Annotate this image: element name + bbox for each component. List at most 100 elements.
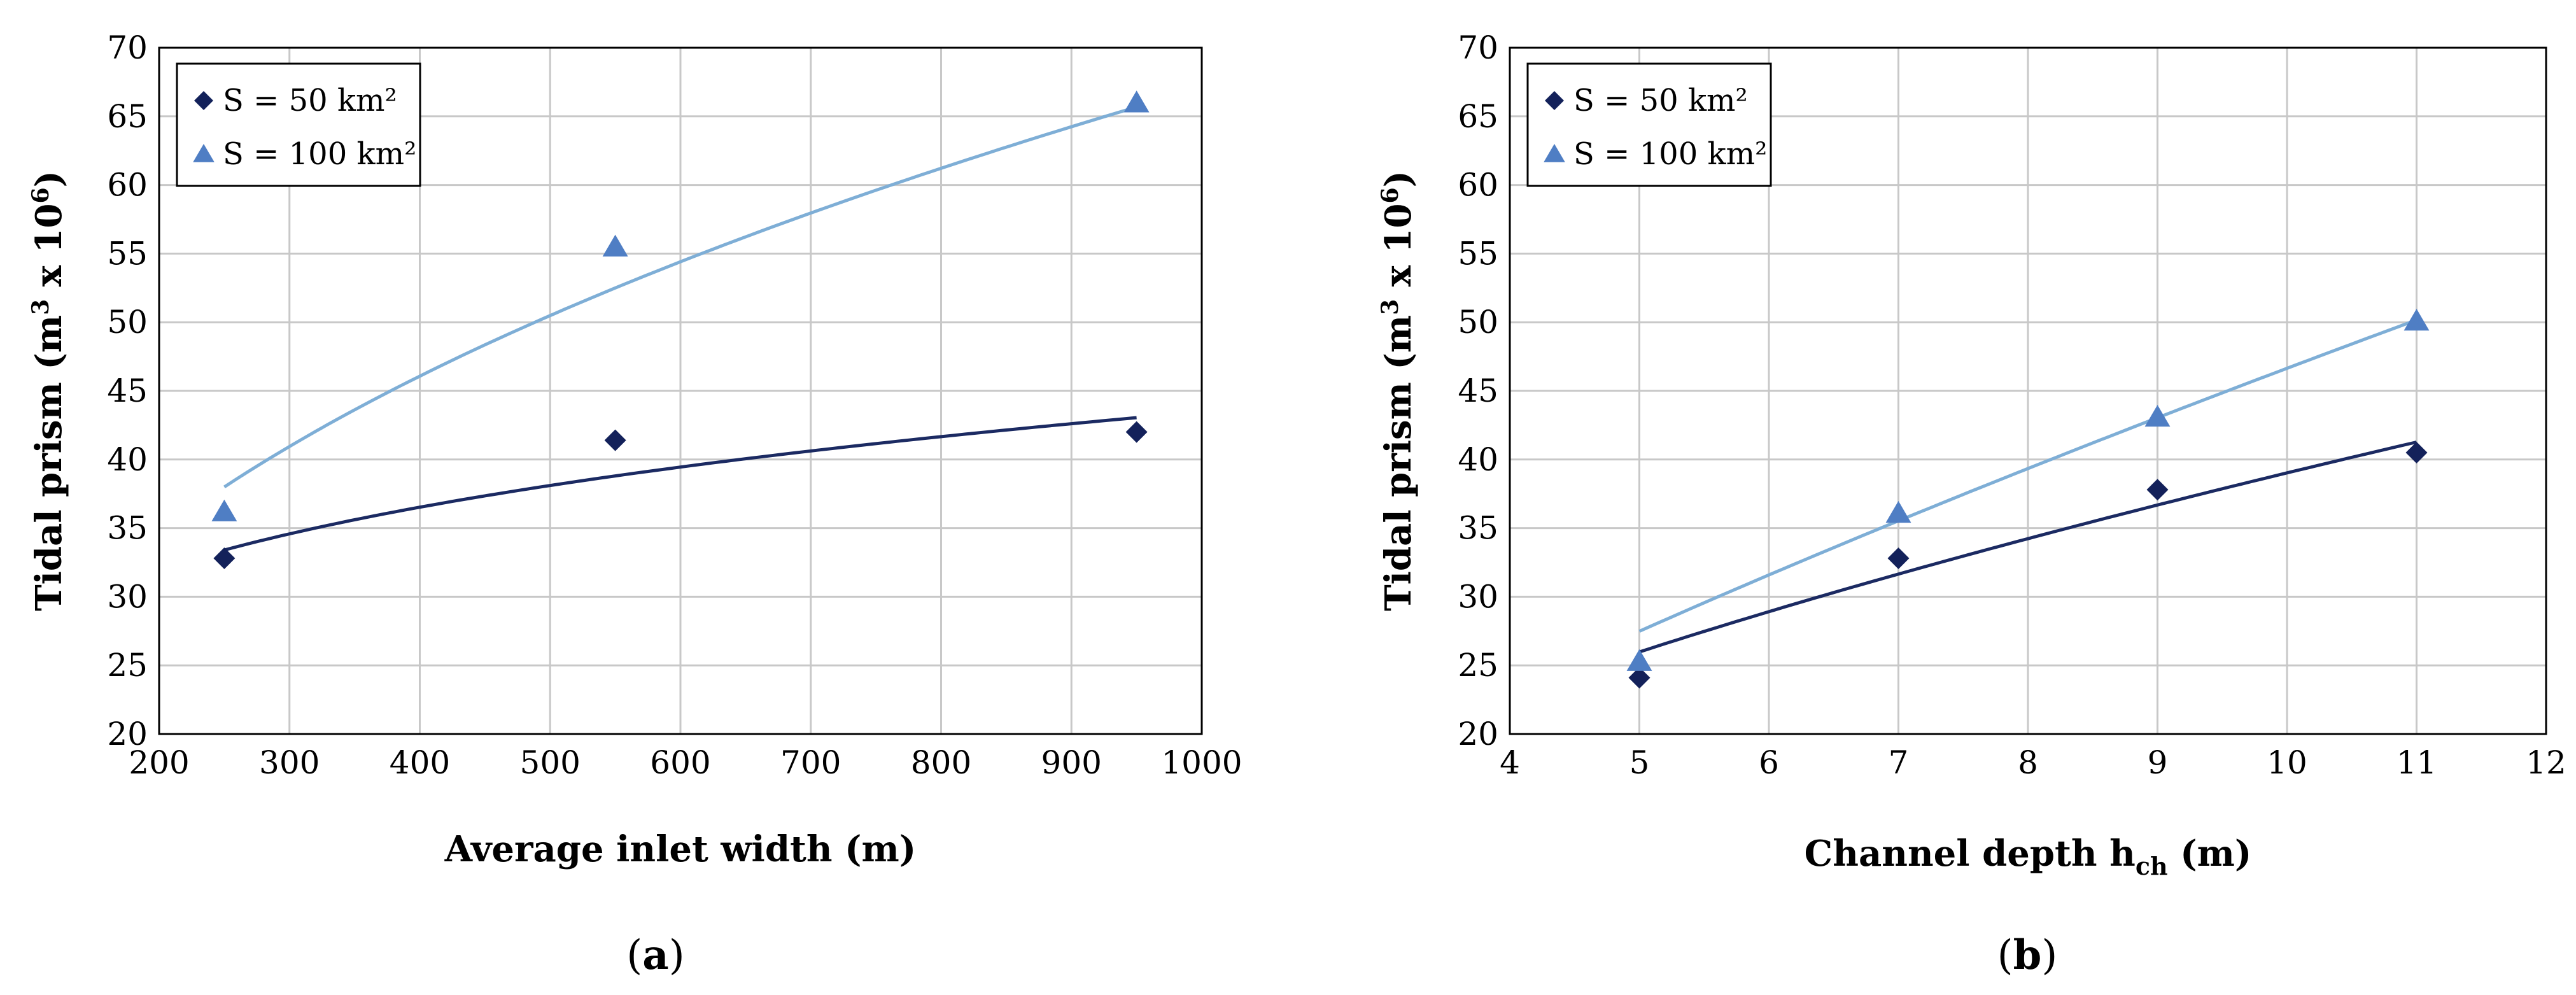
y-tick-label-b: 35	[1458, 510, 1498, 547]
data-point-s100-b	[1626, 649, 1652, 671]
data-point-s50-b	[2146, 479, 2169, 501]
caption-close-b: )	[2041, 932, 2057, 979]
caption-open-b: (	[1997, 932, 2013, 979]
x-tick-label-a: 800	[911, 744, 971, 781]
legend-diamond-marker-a	[194, 91, 213, 110]
y-axis-title-sup3-b: 3	[1377, 299, 1404, 315]
panel-caption-b: (b)	[1997, 931, 2058, 979]
data-point-s100-a	[1123, 90, 1150, 113]
legend-box-a	[176, 62, 421, 187]
x-tick-label-b: 5	[1629, 744, 1650, 781]
y-tick-label-b: 40	[1458, 441, 1498, 478]
caption-letter-a: a	[642, 931, 668, 979]
y-tick-label-b: 25	[1458, 647, 1498, 684]
caption-close-a: )	[669, 932, 685, 979]
y-tick-label-a: 30	[107, 578, 148, 615]
data-point-s100-b	[1885, 500, 1911, 523]
y-axis-title-main-b: Tidal prism (m	[1377, 315, 1419, 611]
x-tick-label-b: 6	[1759, 744, 1779, 781]
x-axis-title-sub-b: ch	[2136, 852, 2168, 880]
y-tick-label-a: 40	[107, 441, 148, 478]
trendline-s50-b	[1638, 441, 2418, 654]
points-b	[1626, 309, 2430, 689]
y-tick-label-a: 25	[107, 647, 148, 684]
y-tick-label-b: 65	[1458, 98, 1498, 135]
y-tick-label-a: 35	[107, 510, 148, 547]
legend-b: S = 50 km² S = 100 km²	[1526, 62, 1772, 187]
legend-label-s100-a: S = 100 km²	[223, 136, 416, 172]
x-tick-label-b: 7	[1889, 744, 1909, 781]
data-point-s100-b	[2144, 404, 2171, 427]
x-tick-label-a: 700	[780, 744, 841, 781]
x-tick-label-a: 200	[129, 744, 189, 781]
legend-triangle-marker-a	[193, 144, 215, 162]
legend-triangle-marker-b	[1544, 144, 1565, 162]
data-point-s50-b	[1887, 547, 1910, 570]
x-tick-label-b: 9	[2148, 744, 2168, 781]
y-tick-label-b: 55	[1458, 235, 1498, 272]
x-axis-title-b: Channel depth hch (m)	[1805, 833, 2252, 880]
y-tick-label-b: 60	[1458, 167, 1498, 204]
y-axis-title-b: Tidal prism (m3 x 106)	[1377, 171, 1419, 611]
y-tick-label-a: 70	[107, 29, 148, 66]
legend-a: S = 50 km² S = 100 km²	[176, 62, 421, 187]
y-axis-title-end-b: )	[1377, 171, 1419, 188]
y-tick-label-a: 20	[107, 716, 148, 752]
legend-label-s100-b: S = 100 km²	[1573, 136, 1767, 172]
y-tick-label-a: 65	[107, 98, 148, 135]
plot-frame-b	[1509, 46, 2547, 735]
x-tick-label-b: 12	[2526, 744, 2566, 781]
legend-box-b	[1526, 62, 1772, 187]
data-point-s50-b	[1628, 667, 1650, 689]
y-axis-title-a: Tidal prism (m3 x 106)	[27, 171, 70, 611]
data-point-s50-a	[1125, 421, 1148, 443]
data-point-s50-b	[2405, 442, 2428, 464]
y-tick-label-b: 50	[1458, 304, 1498, 341]
trendline-s100-b	[1638, 318, 2418, 633]
y-tick-label-a: 55	[107, 235, 148, 272]
data-point-s100-a	[211, 499, 237, 521]
grid-a	[158, 46, 1203, 735]
y-tick-label-b: 20	[1458, 716, 1498, 752]
data-point-s100-a	[602, 234, 628, 257]
trendlines-b	[1638, 318, 2418, 654]
ticks-a: 200 300 400 500 600 700 800 900 1000 20 25 30 35 40 45…	[107, 29, 1242, 781]
caption-open-a: (	[626, 932, 642, 979]
y-axis-title-end-a: )	[28, 171, 70, 188]
legend-label-s50-a: S = 50 km²	[223, 83, 397, 118]
x-tick-label-b: 10	[2267, 744, 2307, 781]
plot-frame-a	[158, 46, 1203, 735]
x-axis-title-end-b: (m)	[2168, 833, 2252, 875]
data-point-s100-b	[2404, 309, 2430, 331]
x-axis-title-a: Average inlet width (m)	[444, 828, 917, 870]
y-tick-label-a: 45	[107, 372, 148, 409]
data-point-s50-a	[604, 429, 626, 451]
y-axis-title-sup6-a: 6	[27, 187, 54, 203]
caption-letter-b: b	[2013, 931, 2042, 979]
x-axis-title-text-a: Average inlet width (m)	[444, 828, 917, 870]
chart-panel-a: 200 300 400 500 600 700 800 900 1000 20 25 30 35 40 45…	[27, 29, 1242, 979]
x-tick-label-a: 1000	[1161, 744, 1242, 781]
y-axis-title-sup3-a: 3	[27, 299, 54, 315]
x-tick-label-a: 300	[259, 744, 320, 781]
trendline-s100-a	[223, 105, 1137, 489]
x-tick-label-a: 400	[390, 744, 450, 781]
x-tick-label-a: 500	[520, 744, 581, 781]
data-point-s50-a	[213, 547, 236, 570]
y-tick-label-a: 60	[107, 167, 148, 204]
trendlines-a	[223, 105, 1137, 552]
x-axis-title-main-b: Channel depth h	[1805, 833, 2136, 875]
y-axis-title-mid-a: x 10	[28, 204, 70, 299]
legend-label-s50-b: S = 50 km²	[1573, 83, 1748, 118]
y-axis-title-mid-b: x 10	[1377, 204, 1419, 299]
trendline-s50-a	[223, 416, 1137, 552]
y-tick-label-b: 45	[1458, 372, 1498, 409]
y-tick-label-a: 50	[107, 304, 148, 341]
points-a	[211, 90, 1150, 570]
x-tick-label-b: 11	[2397, 744, 2437, 781]
x-tick-label-b: 8	[2018, 744, 2038, 781]
panel-caption-a: (a)	[626, 931, 684, 979]
